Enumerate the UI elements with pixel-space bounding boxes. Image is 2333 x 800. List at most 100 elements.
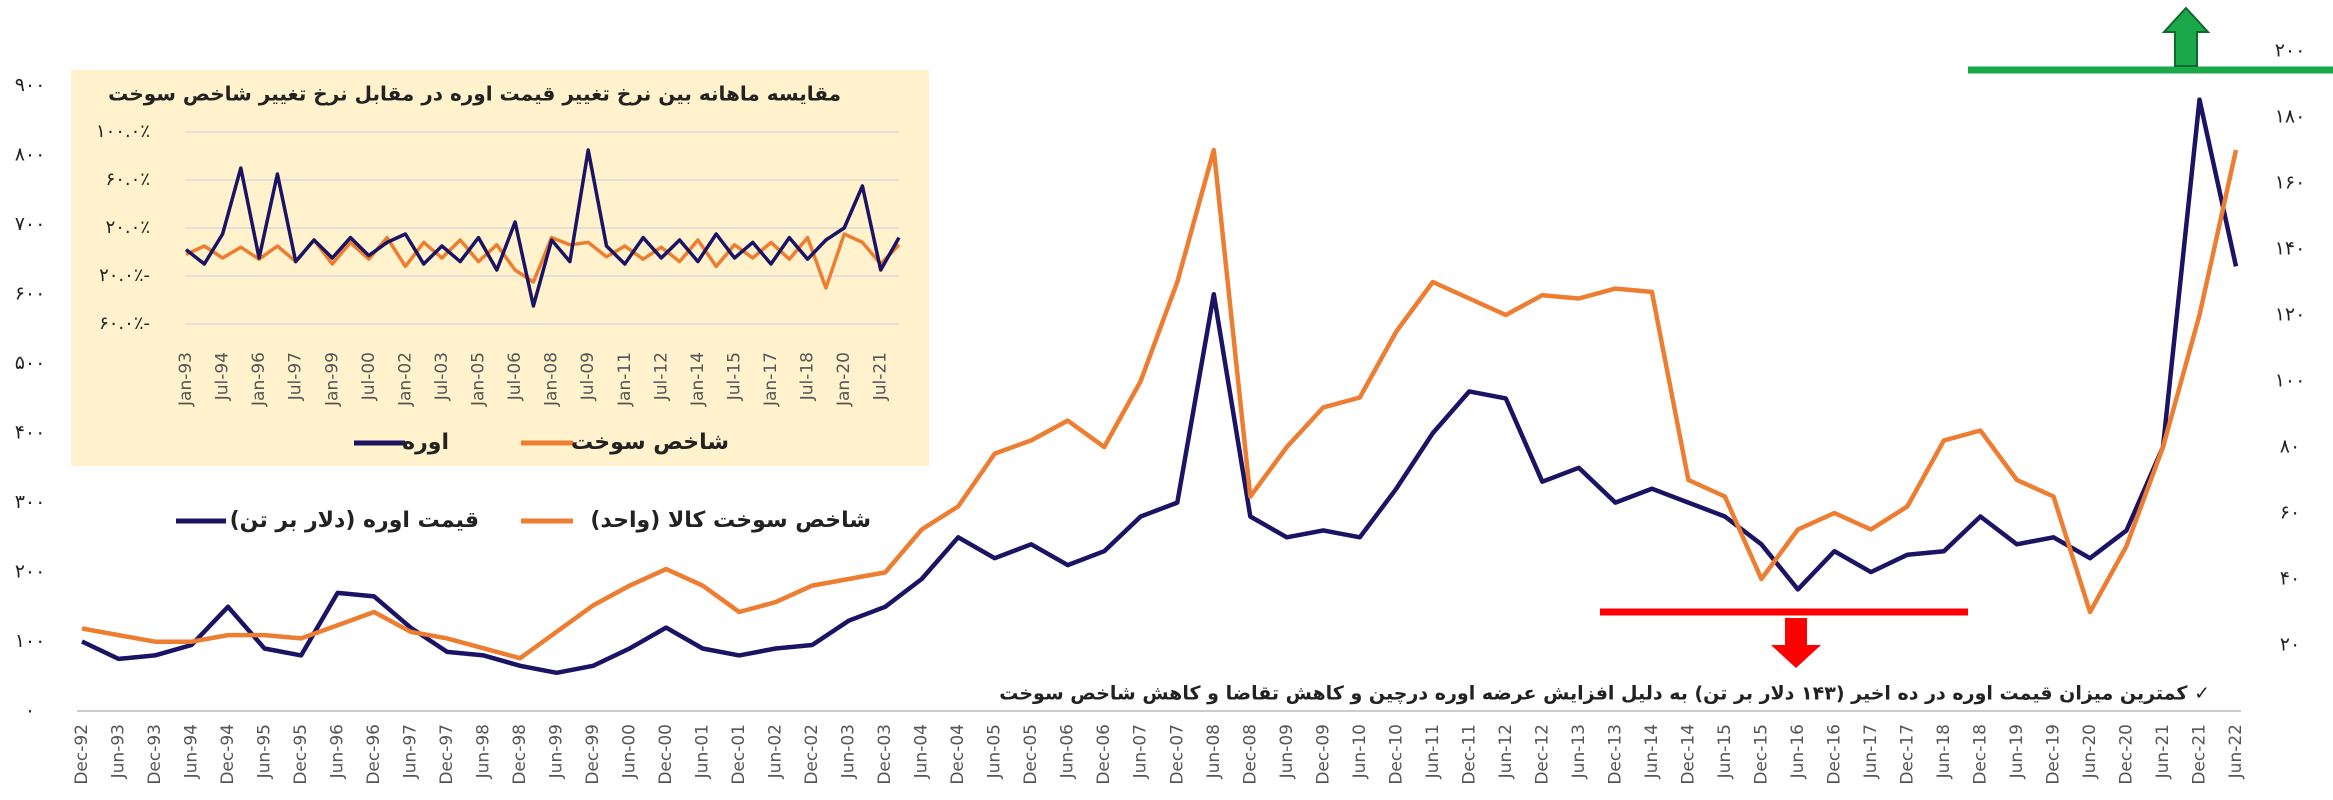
x-tick-label: Jun-20 [2080,724,2100,779]
x-tick-label: Dec-17 [1897,724,1917,785]
x-tick-label: Jun-10 [1350,724,1370,779]
x-tick-label: Dec-15 [1751,724,1771,785]
x-tick-label: Jun-17 [1861,724,1881,779]
x-tick-label: Jun-06 [1058,724,1078,779]
inset-x-tick-label: Jul-97 [286,352,306,401]
inset-y-tick-label: ۲۰.۰٪ [106,217,150,238]
x-tick-label: Jun-13 [1569,724,1589,779]
x-tick-label: Dec-94 [218,724,238,785]
x-tick-label: Dec-07 [1167,724,1187,785]
x-tick-label: Dec-92 [72,724,92,785]
x-tick-label: Dec-14 [1678,724,1698,785]
x-tick-label: Dec-99 [583,724,603,785]
x-tick-label: Dec-18 [1970,724,1990,785]
y-tick-label: ۵۰۰ [15,352,46,374]
x-tick-label: Dec-12 [1532,724,1552,785]
inset-x-tick-label: Jul-12 [651,352,671,401]
inset-x-tick-label: Jan-20 [834,352,854,407]
inset-x-tick-label: Jan-02 [395,352,415,407]
x-tick-label: Jun-94 [182,724,202,779]
y2-tick-label: ۱۲۰ [2275,304,2306,326]
x-tick-label: Dec-98 [510,724,530,785]
y2-tick-label: ۱۴۰ [2275,238,2306,260]
x-tick-label: Dec-97 [437,724,457,785]
inset-x-tick-label: Jul-21 [871,352,891,401]
x-tick-label: Dec-11 [1459,724,1479,785]
y2-tick-label: ۸۰ [2280,436,2300,458]
x-tick-label: Jun-08 [1204,724,1224,779]
y-tick-label: ۳۰۰ [15,491,46,513]
x-tick-label: Jun-01 [693,724,713,779]
x-tick-label: Jun-98 [474,724,494,779]
inset-y-tick-label: ۶۰.۰٪ [106,169,150,190]
y2-tick-label: ۱۰۰ [2275,370,2306,392]
x-tick-label: Dec-03 [875,724,895,785]
inset-y-tick-label: ۱۰۰.۰٪ [96,121,150,142]
x-tick-label: Jun-02 [766,724,786,779]
x-tick-label: Jun-07 [1131,724,1151,779]
inset-x-tick-label: Jul-09 [578,352,598,401]
inset-series-line [184,148,901,308]
x-tick-label: Jun-96 [328,724,348,779]
x-tick-label: Dec-13 [1605,724,1625,785]
series-line [81,97,2239,676]
x-tick-label: Dec-02 [802,724,822,785]
y2-tick-label: ۴۰ [2280,568,2300,590]
down-arrow [1771,618,1821,668]
x-tick-label: Jun-95 [255,724,275,779]
inset-x-tick-label: Jan-99 [322,352,342,407]
inset-x-tick-label: Jul-03 [432,352,452,401]
inset-x-tick-label: Jul-06 [505,352,525,401]
x-tick-label: Dec-09 [1313,724,1333,785]
x-tick-label: Jun-18 [1934,724,1954,779]
x-tick-label: Dec-00 [656,724,676,785]
x-tick-label: Jun-21 [2153,724,2173,779]
y-tick-label: ۶۰۰ [15,283,46,305]
inset-x-tick-label: Jul-00 [359,352,379,401]
y-tick-label: ۰ [25,700,35,722]
x-tick-label: Jun-04 [912,724,932,779]
inset-x-tick-label: Jan-17 [761,352,781,407]
y2-tick-label: ۲۰۰ [2275,40,2306,62]
inset-x-tick-label: Jan-11 [615,352,635,407]
x-tick-label: Jun-00 [620,724,640,779]
inset-legend-label: اوره [402,430,449,455]
y-tick-label: ۷۰۰ [15,213,46,235]
x-tick-label: Jun-12 [1496,724,1516,779]
y-tick-label: ۲۰۰ [15,561,46,583]
x-tick-label: Dec-19 [2043,724,2063,785]
x-tick-label: Jun-15 [1715,724,1735,779]
inset-y-tick-label: -۲۰.۰٪ [99,265,150,286]
inset-title: مقایسه ماهانه بین نرخ تغییر قیمت اوره در… [108,82,841,106]
inset-x-tick-label: Jul-18 [798,352,818,401]
x-tick-label: Jun-19 [2007,724,2027,779]
y2-tick-label: ۱۸۰ [2275,106,2306,128]
up-arrow [2161,6,2211,67]
x-tick-label: Jun-14 [1642,724,1662,779]
x-tick-label: Dec-21 [2189,724,2209,785]
inset-x-tick-label: Jan-14 [688,352,708,407]
x-tick-label: Jun-22 [2226,724,2246,779]
x-tick-label: Jun-11 [1423,724,1443,779]
inset-x-tick-label: Jan-96 [249,352,269,407]
x-tick-label: Dec-96 [364,724,384,785]
y-tick-label: ۸۰۰ [15,144,46,166]
inset-background [71,70,929,466]
inset-x-tick-label: Jul-15 [724,352,744,401]
x-tick-label: Dec-20 [2116,724,2136,785]
x-tick-label: Jun-99 [547,724,567,779]
x-tick-label: Jun-16 [1788,724,1808,779]
x-tick-label: Dec-05 [1021,724,1041,785]
x-tick-label: Jun-05 [985,724,1005,779]
y-tick-label: ۱۰۰ [15,630,46,652]
inset-y-tick-label: -۶۰.۰٪ [99,313,150,334]
inset-x-tick-label: Jan-93 [176,352,196,407]
inset-x-tick-label: Jan-08 [542,352,562,407]
series-line [81,147,2239,661]
y2-tick-label: ۱۶۰ [2275,172,2306,194]
x-tick-label: Dec-16 [1824,724,1844,785]
legend-label: قیمت اوره (دلار بر تن) [230,508,479,533]
inset-x-tick-label: Jul-94 [213,352,233,401]
x-tick-label: Jun-09 [1277,724,1297,779]
